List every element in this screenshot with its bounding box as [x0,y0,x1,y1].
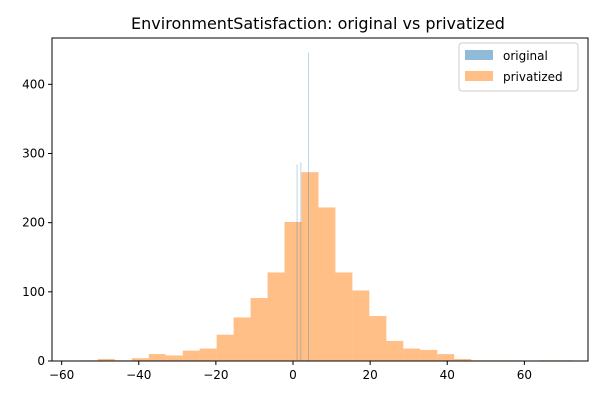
privatized-bar [267,272,285,361]
plot-frame [51,37,589,362]
original-bar [296,164,298,361]
privatized-bar [216,334,234,361]
privatized-bar [148,354,166,361]
axes [51,37,589,362]
original-bar [308,52,309,361]
y-tick-label: 200 [22,216,45,230]
x-tick-label: −40 [126,368,151,382]
privatized-bar [369,316,387,361]
privatized-bar [420,349,438,361]
x-tick-label: 40 [440,368,455,382]
privatized-bar [301,172,319,361]
legend: original privatized [458,42,579,92]
x-tick-label: 20 [362,368,377,382]
legend-swatch-original [465,50,493,60]
legend-label-privatized: privatized [503,70,563,84]
privatized-bar [250,298,268,361]
privatized-bars [80,172,573,361]
privatized-bar [454,358,472,361]
privatized-bar [182,350,200,361]
chart-title: EnvironmentSatisfaction: original vs pri… [131,14,505,33]
privatized-bar [386,340,404,361]
privatized-bar [335,272,353,361]
legend-swatch-privatized [465,71,493,81]
privatized-bar [199,348,217,361]
privatized-bar [403,348,421,361]
privatized-bar [165,355,183,361]
privatized-bar [318,207,336,361]
x-tick-label: 60 [517,368,532,382]
y-tick-label: 300 [22,147,45,161]
y-tick-label: 100 [22,285,45,299]
y-tick-label: 0 [37,354,45,368]
privatized-bar [233,317,251,361]
privatized-bar [131,358,149,361]
privatized-bar [437,354,455,361]
privatized-bar [352,290,370,361]
legend-label-original: original [503,49,548,63]
x-tick-label: −20 [203,368,228,382]
y-axis-ticks: 0 100 200 300 400 [22,77,52,368]
x-tick-label: −60 [49,368,74,382]
privatized-bar [97,358,115,361]
y-tick-label: 400 [22,77,45,91]
privatized-bar [284,221,302,361]
original-bars [296,52,309,361]
x-axis-ticks: −60 −40 −20 0 20 40 60 [49,361,532,382]
original-bar [300,162,302,361]
x-tick-label: 0 [289,368,297,382]
